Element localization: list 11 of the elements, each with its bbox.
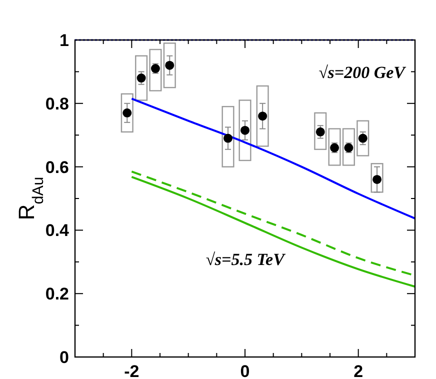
y-tick-label: 0.8 — [45, 94, 69, 114]
y-tick-label: 0.2 — [45, 284, 69, 304]
annotation: √s=200 GeV — [318, 63, 407, 82]
x-tick-label: -2 — [124, 362, 140, 379]
y-tick-label: 0.4 — [45, 221, 70, 240]
x-tick-label: 0 — [240, 362, 250, 379]
y-tick-label: 0.6 — [45, 158, 69, 177]
y-tick-label: 1 — [60, 31, 69, 50]
y-tick-label: 0 — [60, 348, 69, 367]
x-tick-label: 2 — [354, 362, 364, 379]
annotation: √s=5.5 TeV — [206, 250, 286, 269]
